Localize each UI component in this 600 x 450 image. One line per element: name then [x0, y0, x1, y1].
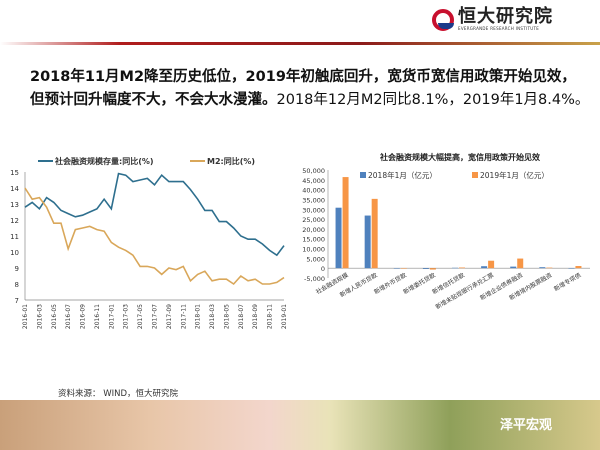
- bar-1: [546, 267, 553, 269]
- x-tick-label: 2017-03: [123, 304, 130, 329]
- y-tick-label: 20,000: [302, 226, 325, 234]
- bar-0: [452, 267, 458, 269]
- y-tick-label: 15: [10, 169, 19, 177]
- x-tick-label: 2018-11: [267, 304, 274, 329]
- bar-1: [429, 268, 436, 270]
- y-tick-label: 45,000: [302, 177, 325, 185]
- x-tick-label: 2017-01: [108, 304, 115, 329]
- source-note: 资料来源： WIND，恒大研究院: [58, 389, 179, 399]
- x-tick-label: 2016-09: [80, 304, 87, 329]
- legend-label: 2018年1月（亿元）: [368, 170, 437, 180]
- bar-1: [517, 258, 524, 269]
- legend-swatch: [472, 172, 478, 178]
- x-tick-label: 2017-05: [137, 304, 144, 329]
- bar-0: [568, 268, 575, 269]
- y-tick-label: 8: [15, 281, 19, 289]
- y-tick-label: 5,000: [306, 255, 325, 263]
- y-tick-label: 40,000: [302, 187, 325, 195]
- bar-1: [459, 267, 465, 269]
- y-tick-label: 30,000: [302, 206, 325, 214]
- legend-label: M2:同比(%): [207, 156, 255, 166]
- y-tick-label: 10,000: [302, 246, 325, 254]
- headline-normal: 2018年12月M2同比8.1%，2019年1月8.4%。: [276, 92, 590, 108]
- legend-label: 社会融资规模存量:同比(%): [54, 156, 154, 166]
- headline-bold: 2018年11月M2降至历史低位，2019年初触底回升，宽货币宽信用政策开始见效…: [30, 69, 576, 108]
- chart-title: 社会融资规模大幅提高，宽信用政策开始见效: [379, 152, 540, 162]
- x-tick-label: 2016-05: [51, 304, 58, 329]
- header-divider: [0, 42, 600, 45]
- y-tick-label: 12: [10, 217, 19, 225]
- x-tick-label: 2016-01: [22, 304, 29, 329]
- bar-1: [488, 260, 495, 269]
- y-tick-label: 11: [10, 233, 19, 241]
- y-tick-label: 7: [15, 297, 19, 305]
- logo-subtext: EVERGRANDE RESEARCH INSTITUTE: [458, 26, 540, 31]
- y-tick-label: 0: [321, 265, 325, 273]
- x-tick-label: 2016-03: [36, 304, 43, 329]
- x-tick-label: 2017-09: [166, 304, 173, 329]
- footer-banner: [0, 400, 600, 450]
- x-tick-label: 2018-09: [252, 304, 259, 329]
- legend-label: 2019年1月（亿元）: [480, 170, 549, 180]
- bar-0: [422, 268, 429, 269]
- series-line-1: [24, 187, 285, 286]
- y-tick-label: 10: [10, 249, 19, 257]
- bar-1: [575, 266, 582, 269]
- bar-1: [371, 198, 378, 269]
- line-chart: 7 8 9 10 11 12 13 14 15 2016-01 2016-03 2016-05 2016…: [10, 156, 288, 329]
- y-tick-label: 25,000: [302, 216, 325, 224]
- headline: 2018年11月M2降至历史低位，2019年初触底回升，宽货币宽信用政策开始见效…: [30, 66, 590, 112]
- x-tick-label: 新增专项债: [552, 271, 582, 293]
- logo: 恒大研究院 EVERGRANDE RESEARCH INSTITUTE: [432, 8, 553, 31]
- x-tick-label: 2016-07: [65, 304, 72, 329]
- x-tick-label: 2017-07: [152, 304, 159, 329]
- x-tick-label: 2018-01: [195, 304, 202, 329]
- bar-0: [393, 268, 400, 269]
- bar-0: [335, 207, 342, 269]
- watermark: 泽平宏观: [500, 418, 553, 433]
- legend-swatch: [360, 172, 366, 178]
- bar-1: [400, 268, 407, 269]
- x-tick-label: 2016-11: [94, 304, 101, 329]
- x-tick-label: 2018-03: [209, 304, 216, 329]
- bar-0: [539, 267, 546, 269]
- y-tick-label: 13: [10, 201, 19, 209]
- y-tick-label: 14: [10, 185, 19, 193]
- x-tick-label: 2018-07: [238, 304, 245, 329]
- bar-0: [364, 215, 371, 269]
- x-tick-label: 2017-11: [180, 304, 187, 329]
- y-tick-label: 15,000: [302, 236, 325, 244]
- logo-icon: [432, 8, 454, 31]
- logo-text: 恒大研究院: [458, 6, 553, 27]
- y-tick-label: 50,000: [302, 167, 325, 175]
- bar-0: [510, 266, 517, 269]
- bar-0: [481, 266, 488, 269]
- series-line-0: [24, 172, 285, 257]
- x-tick-label: 2018-05: [223, 304, 230, 329]
- y-tick-label: -5,000: [304, 275, 325, 283]
- y-tick-label: 9: [15, 265, 19, 273]
- y-tick-label: 35,000: [302, 196, 325, 204]
- x-tick-label: 2019-01: [281, 304, 288, 329]
- bar-1: [342, 177, 349, 269]
